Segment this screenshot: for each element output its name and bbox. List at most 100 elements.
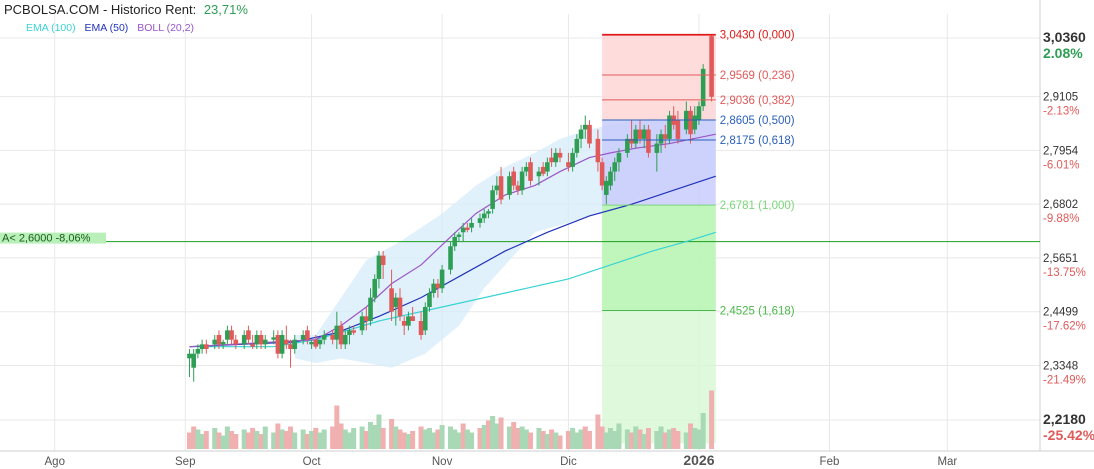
candle-body <box>566 162 571 167</box>
candle-body <box>641 129 647 139</box>
legend-ema50[interactable]: EMA (50) <box>84 22 129 34</box>
volume-bar <box>612 431 618 449</box>
candle-body <box>667 115 672 139</box>
price-tick-label: 3,0360 <box>1043 29 1086 45</box>
volume-bars <box>186 390 715 449</box>
candle-body <box>317 339 323 345</box>
volume-bar <box>565 431 571 449</box>
candle-body <box>452 236 458 247</box>
candle-body <box>284 339 289 345</box>
volume-bar <box>376 414 382 449</box>
volume-bar <box>485 420 491 449</box>
volume-bar <box>334 405 340 449</box>
candle-body <box>406 316 411 326</box>
fib-level-label: 2,8605 (0,500) <box>720 115 795 127</box>
volume-bar <box>624 429 630 449</box>
ema100-line <box>189 231 716 348</box>
volume-bar <box>313 428 319 449</box>
candle-body <box>368 297 373 321</box>
volume-bar <box>586 431 592 449</box>
candle-body <box>557 152 563 158</box>
volume-bar <box>292 432 298 449</box>
volume-bar <box>191 426 197 449</box>
volume-bar <box>380 428 386 449</box>
candle-body <box>637 129 643 139</box>
volume-bar <box>578 429 584 449</box>
volume-bar <box>439 425 445 449</box>
volume-bar <box>203 431 209 449</box>
candle-body <box>553 152 559 163</box>
volume-bar <box>342 429 348 449</box>
fib-zone <box>602 119 716 206</box>
volume-bar <box>317 432 323 449</box>
candle-body <box>313 339 319 347</box>
candle-body <box>675 120 681 139</box>
volume-bar <box>304 434 310 449</box>
volume-bar <box>692 428 698 449</box>
candle-body <box>246 330 251 340</box>
candle-body <box>595 138 601 163</box>
candle-body <box>376 255 382 279</box>
fib-level-label: 3,0430 (0,000) <box>720 30 795 42</box>
candle-body <box>212 339 218 345</box>
candle-body <box>359 316 365 331</box>
candle-body <box>549 157 554 163</box>
volume-bar <box>351 428 357 449</box>
candle-body <box>427 292 432 307</box>
legend-ema100[interactable]: EMA (100) <box>26 22 76 34</box>
volume-bar <box>608 428 614 449</box>
volume-bar <box>599 426 605 449</box>
candle-body <box>435 283 441 289</box>
candle-body <box>220 342 226 345</box>
candle-body <box>477 218 483 223</box>
volume-bar <box>683 432 689 449</box>
volume-bar <box>464 429 470 449</box>
candlesticks <box>187 34 714 382</box>
volume-bar <box>658 426 664 449</box>
candle-body <box>692 115 698 130</box>
volume-bar <box>582 426 588 449</box>
candle-body <box>688 110 693 135</box>
candle-body <box>431 283 436 293</box>
volume-bar <box>410 431 416 449</box>
fib-level-label: 2,9569 (0,236) <box>720 70 795 82</box>
candle-body <box>658 134 664 144</box>
volume-bar <box>212 428 218 449</box>
fib-zone <box>602 310 716 444</box>
candle-body <box>709 36 714 97</box>
legend-boll[interactable]: BOLL (20,2) <box>137 22 195 34</box>
volume-bar <box>544 434 550 449</box>
volume-bar <box>368 422 374 449</box>
candle-body <box>519 171 525 191</box>
month-label: Sep <box>175 456 195 468</box>
volume-bar <box>300 429 306 449</box>
candle-body <box>229 330 234 340</box>
candle-body <box>612 162 618 172</box>
indicator-legend: EMA (100) EMA (50) BOLL (20,2) <box>26 22 200 34</box>
candle-body <box>570 152 575 167</box>
candle-body <box>460 227 466 233</box>
volume-bar <box>494 423 500 449</box>
volume-bar <box>258 434 264 449</box>
candle-body <box>439 269 445 289</box>
volume-bar <box>666 429 672 449</box>
volume-bar <box>426 428 432 449</box>
fib-zone <box>602 205 716 311</box>
volume-bar <box>405 434 411 449</box>
volume-bar <box>603 432 609 449</box>
candle-body <box>389 288 394 312</box>
price-tick-pct: -2.13% <box>1043 106 1079 118</box>
candle-body <box>625 138 630 153</box>
candle-body <box>338 325 344 345</box>
volume-bar <box>271 432 277 449</box>
candle-body <box>187 353 192 359</box>
candle-body <box>515 185 521 191</box>
candle-body <box>616 152 622 163</box>
volume-bar <box>401 432 407 449</box>
price-tick-label: 2,9105 <box>1043 92 1078 104</box>
volume-bar <box>330 426 336 449</box>
volume-bar <box>321 429 327 449</box>
month-label: Ago <box>45 456 65 468</box>
price-tick-pct: -17.62% <box>1043 321 1086 333</box>
